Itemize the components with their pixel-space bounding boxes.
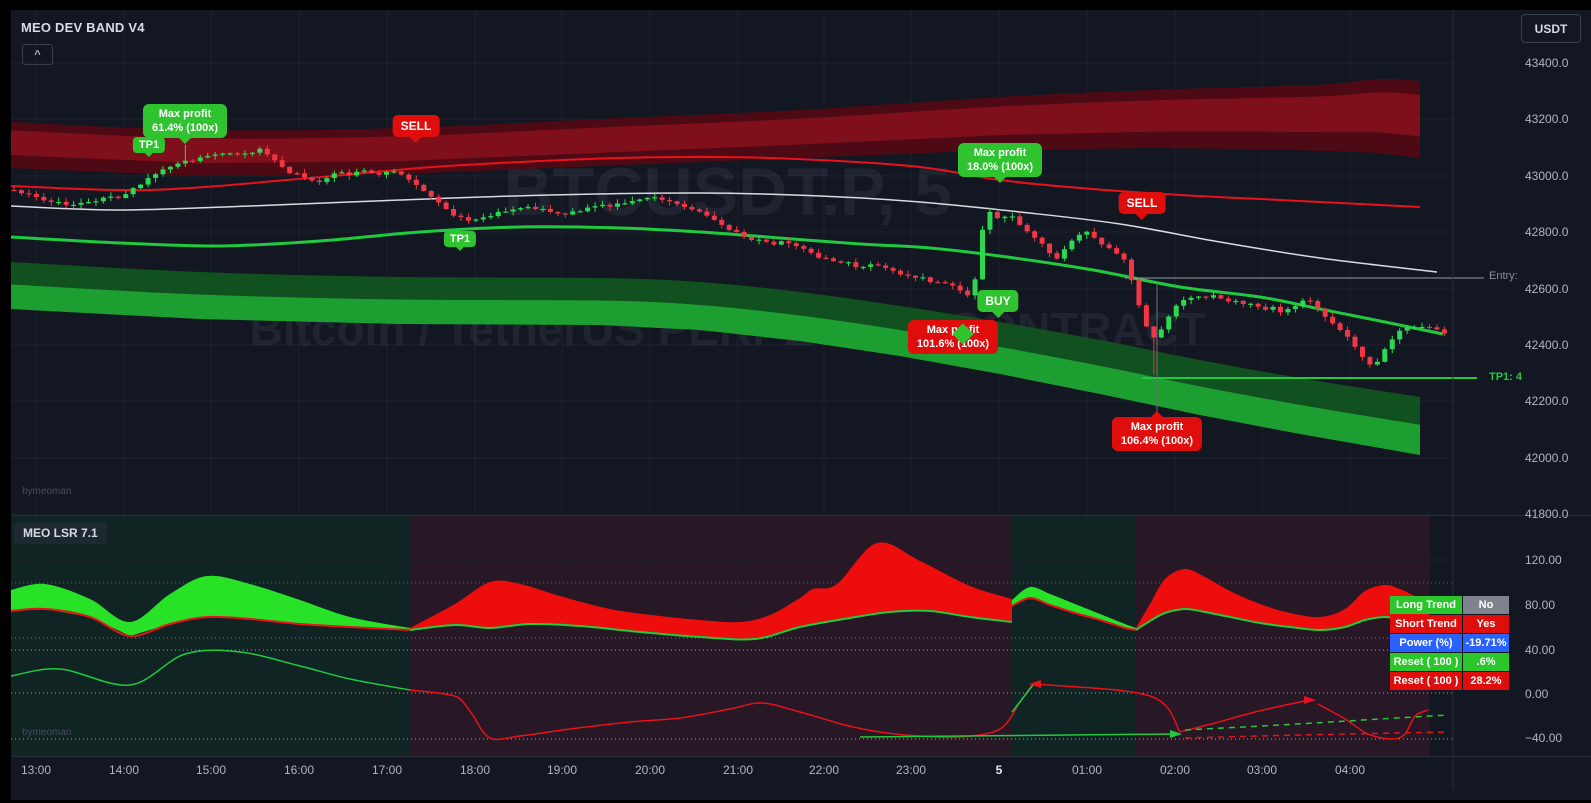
price-axis-label: 42800.0 xyxy=(1525,225,1569,239)
time-axis-label: 14:00 xyxy=(108,763,140,777)
author-watermark-main: bymeoman xyxy=(22,486,72,497)
signal-max-profit-callout: Max profit 106.4% (100x) xyxy=(1111,417,1203,451)
time-axis-label: 16:00 xyxy=(283,763,315,777)
time-axis-label: 21:00 xyxy=(722,763,754,777)
indicator-title-main: MEO DEV BAND V4 xyxy=(21,20,145,35)
trend-table-value: .6% xyxy=(1463,653,1509,671)
trend-table-row: Long Trend No xyxy=(1390,596,1509,614)
signal-tp1-label: TP1 xyxy=(443,231,477,247)
trend-table-label: Power (%) xyxy=(1390,634,1462,652)
trend-table-label: Short Trend xyxy=(1390,615,1462,633)
price-axis-label: 42000.0 xyxy=(1525,451,1569,465)
author-watermark-lsr: bymeoman xyxy=(22,727,72,738)
signal-buy-label: BUY xyxy=(977,290,1019,312)
trend-table-value: No xyxy=(1463,596,1509,614)
time-axis-label: 01:00 xyxy=(1071,763,1103,777)
time-axis-label: 13:00 xyxy=(20,763,52,777)
collapse-indicator-button[interactable]: ^ xyxy=(22,44,53,65)
trend-table-row: Reset ( 100 ) 28.2% xyxy=(1390,672,1509,690)
price-axis-label: 43400.0 xyxy=(1525,56,1569,70)
price-axis-label: 43200.0 xyxy=(1525,112,1569,126)
time-axis-label: 15:00 xyxy=(195,763,227,777)
time-axis-label: 17:00 xyxy=(371,763,403,777)
time-axis-label: 04:00 xyxy=(1334,763,1366,777)
time-axis-label: 02:00 xyxy=(1159,763,1191,777)
time-axis-label: 03:00 xyxy=(1246,763,1278,777)
tp1-price-label: TP1: 4 xyxy=(1489,371,1523,383)
price-axis-label: 43000.0 xyxy=(1525,169,1569,183)
trend-table-value: 28.2% xyxy=(1463,672,1509,690)
time-axis-label: 18:00 xyxy=(459,763,491,777)
indicator-title-lsr: MEO LSR 7.1 xyxy=(14,522,107,544)
trend-table-row: Short Trend Yes xyxy=(1390,615,1509,633)
time-axis-label: 23:00 xyxy=(895,763,927,777)
trend-table-row: Reset ( 100 ) .6% xyxy=(1390,653,1509,671)
trend-table-label: Reset ( 100 ) xyxy=(1390,653,1462,671)
price-axis-label: −40.00 xyxy=(1525,731,1563,745)
price-axis-label: 80.00 xyxy=(1525,598,1556,612)
price-axis-label: 41800.0 xyxy=(1525,507,1569,521)
currency-label: USDT xyxy=(1534,21,1568,36)
trend-table-label: Reset ( 100 ) xyxy=(1390,672,1462,690)
currency-toggle-button[interactable]: USDT xyxy=(1521,14,1581,43)
trend-table-value: -19.71% xyxy=(1463,634,1509,652)
price-axis-label: 0.00 xyxy=(1525,687,1549,701)
time-axis-label: 5 xyxy=(995,763,1003,777)
time-axis-label: 20:00 xyxy=(634,763,666,777)
signal-max-profit-callout: Max profit 18.0% (100x) xyxy=(957,143,1043,177)
price-axis-label: 120.00 xyxy=(1525,553,1562,567)
entry-price-label: Entry: xyxy=(1489,270,1518,282)
price-axis-label: 42200.0 xyxy=(1525,394,1569,408)
chevron-up-icon: ^ xyxy=(34,48,41,61)
trend-status-table: Long Trend No Short Trend Yes Power (%) -19.7… xyxy=(1390,596,1509,690)
price-axis-label: 42600.0 xyxy=(1525,282,1569,296)
signal-sell-label: SELL xyxy=(1118,192,1166,214)
time-axis-label: 19:00 xyxy=(546,763,578,777)
signal-tp1-label: TP1 xyxy=(132,137,166,153)
signal-max-profit-callout: Max profit 61.4% (100x) xyxy=(142,104,228,138)
price-axis-label: 40.00 xyxy=(1525,643,1556,657)
signal-max-profit-callout: Max profit 101.6% (100x) xyxy=(907,320,999,354)
trend-table-label: Long Trend xyxy=(1390,596,1462,614)
price-axis-label: 42400.0 xyxy=(1525,338,1569,352)
trend-table-row: Power (%) -19.71% xyxy=(1390,634,1509,652)
time-axis-label: 22:00 xyxy=(808,763,840,777)
trend-table-value: Yes xyxy=(1463,615,1509,633)
signal-sell-label: SELL xyxy=(392,115,440,137)
